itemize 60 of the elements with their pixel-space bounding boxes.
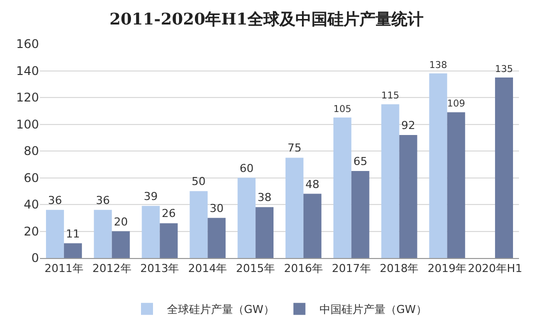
legend-label: 中国硅片产量（GW） — [319, 303, 427, 316]
data-label: 11 — [66, 227, 80, 240]
x-tick-label: 2011年 — [44, 262, 84, 276]
bar — [160, 223, 178, 258]
data-label: 115 — [381, 90, 400, 102]
x-tick-label: 2015年 — [236, 262, 276, 276]
data-label: 26 — [162, 207, 176, 220]
data-label: 65 — [353, 155, 368, 168]
data-label: 105 — [333, 104, 352, 115]
data-label: 75 — [287, 142, 302, 155]
legend-label: 全球硅片产量（GW） — [167, 303, 274, 316]
y-tick-label: 100 — [16, 117, 39, 132]
bar — [303, 194, 322, 258]
bar — [64, 243, 82, 258]
bar — [112, 231, 130, 258]
bar — [429, 73, 448, 258]
data-label: 38 — [258, 191, 272, 204]
data-label: 36 — [48, 194, 62, 207]
data-label: 36 — [96, 194, 110, 207]
x-tick-label: 2018年 — [380, 262, 419, 276]
x-tick-label: 2013年 — [140, 262, 180, 276]
bar — [238, 178, 256, 258]
y-tick-label: 0 — [31, 251, 39, 266]
data-label: 135 — [495, 64, 514, 75]
bar — [381, 104, 400, 258]
bar — [447, 112, 466, 258]
x-tick-label: 2017年 — [332, 262, 371, 276]
bar — [333, 118, 352, 258]
y-tick-label: 160 — [16, 37, 39, 52]
data-label: 138 — [429, 60, 448, 71]
y-tick-label: 80 — [24, 144, 39, 158]
y-tick-label: 140 — [16, 64, 39, 78]
x-tick-label: 2020年H1 — [468, 262, 522, 276]
bar — [285, 158, 304, 258]
data-label: 109 — [447, 98, 466, 110]
data-label: 92 — [401, 118, 416, 132]
bar — [208, 218, 226, 258]
bar — [399, 134, 418, 258]
data-label: 30 — [210, 202, 224, 215]
x-tick-label: 2016年 — [284, 262, 323, 276]
bar — [142, 206, 160, 258]
data-label: 48 — [305, 178, 320, 191]
bar — [351, 171, 370, 258]
data-label: 50 — [192, 175, 206, 188]
data-label: 60 — [240, 162, 254, 175]
x-tick-label: 2014年 — [188, 262, 228, 276]
bar — [94, 210, 112, 258]
chart-title: 2011-2020年H1全球及中国硅片产量统计 — [110, 10, 424, 29]
bar — [190, 191, 208, 258]
data-label: 39 — [144, 190, 158, 203]
data-label: 20 — [114, 215, 128, 228]
y-tick-label: 120 — [16, 90, 39, 105]
y-tick-label: 60 — [24, 170, 39, 185]
bar — [495, 77, 514, 258]
y-tick-label: 40 — [24, 198, 39, 212]
x-tick-label: 2019年 — [428, 262, 467, 276]
y-tick-label: 20 — [24, 224, 39, 238]
bar — [256, 207, 274, 258]
bar — [46, 210, 64, 258]
x-tick-label: 2012年 — [92, 262, 132, 276]
